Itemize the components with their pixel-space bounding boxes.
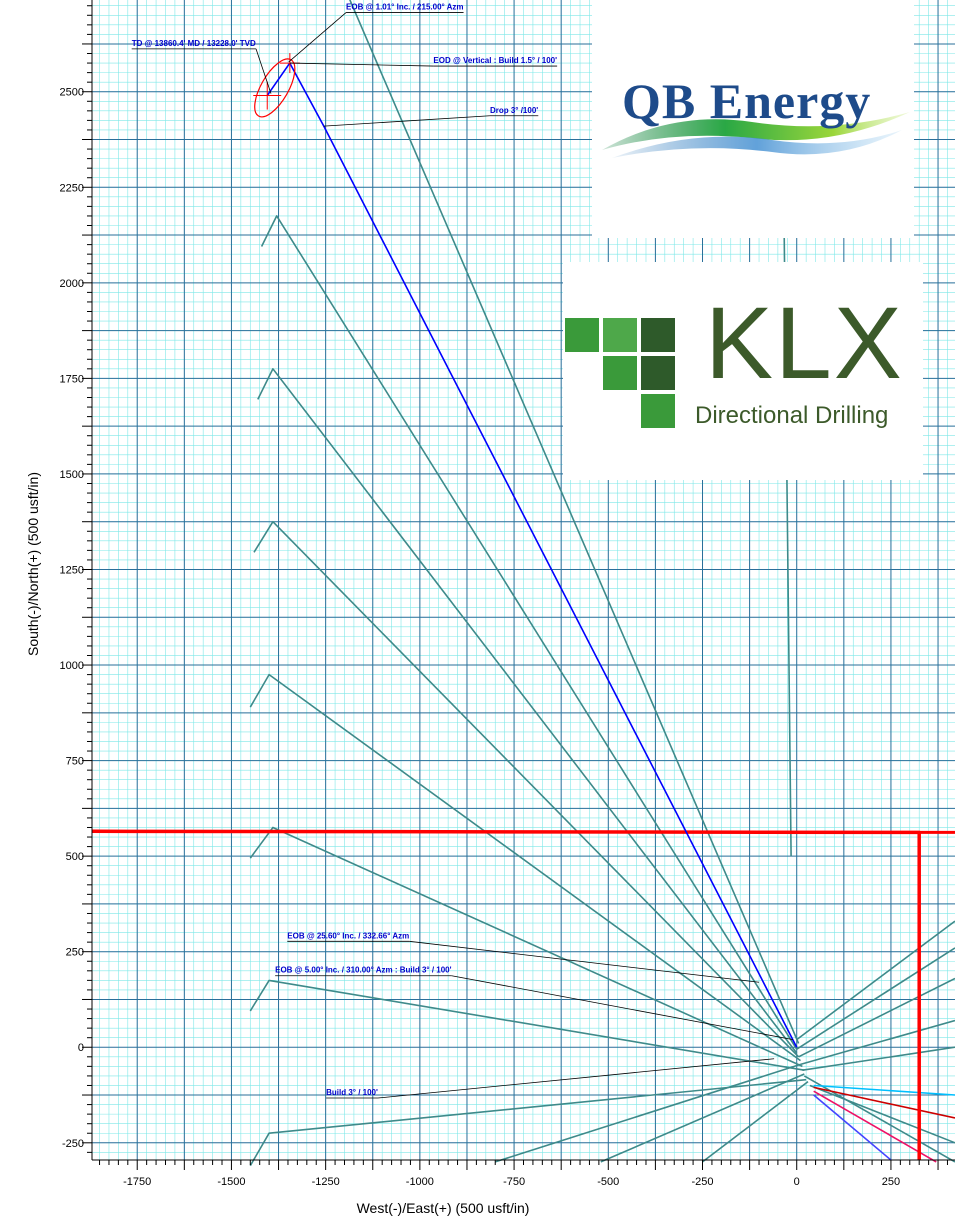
- y-tick-label: 1750: [60, 373, 84, 385]
- x-tick-label: -250: [691, 1176, 713, 1188]
- klx-wordmark: KLX: [705, 286, 904, 400]
- lateral-path-3: [813, 1090, 937, 1163]
- offset-well-path-3: [253, 520, 800, 1058]
- klx-blocks-icon: [565, 318, 675, 428]
- y-tick-label: 1000: [60, 660, 84, 672]
- lease-line: [91, 829, 921, 1160]
- annotation-label-1: EOB @ 1.01° Inc. / 215.00° Azm: [346, 3, 464, 12]
- lateral-path-4: [813, 1094, 892, 1161]
- offset-well-path-13: [796, 920, 955, 1041]
- annotation-leader-6: [451, 975, 794, 1040]
- offset-well-path-8: [349, 0, 800, 1044]
- offset-well-path-18: [809, 1084, 955, 1144]
- annotation-label-7: Build 3° / 100': [326, 1088, 378, 1097]
- annotation-leader-2: [255, 48, 272, 94]
- offset-well-path-15: [798, 977, 955, 1058]
- lateral-path-2: [813, 1086, 955, 1119]
- offset-well-path-5: [249, 826, 803, 1068]
- annotation-label-5: EOB @ 25.60° Inc. / 332.66° Azm: [287, 931, 409, 940]
- y-tick-label: 2250: [60, 182, 84, 194]
- offset-well-path-12: [702, 1080, 809, 1163]
- annotation-leader-4: [323, 115, 490, 127]
- offset-well-path-14: [796, 947, 955, 1050]
- annotation-label-3: EOD @ Vertical : Build 1.5° / 100': [433, 56, 557, 65]
- y-tick-label: 2500: [60, 87, 84, 99]
- annotation-label-6: EOB @ 5.00° Inc. / 310.00° Azm : Build 3…: [275, 966, 452, 975]
- offset-well-path-4: [249, 673, 801, 1062]
- x-tick-label: -1250: [312, 1176, 340, 1188]
- annotations: EOB @ 1.01° Inc. / 215.00° Azm TD @ 13860…: [131, 3, 794, 1099]
- offset-well-path-1: [260, 215, 798, 1050]
- offset-well-path-17: [802, 1046, 955, 1071]
- annotation-leader-1: [288, 12, 347, 63]
- x-tick-label: -1000: [406, 1176, 434, 1188]
- offset-well-path-7: [249, 1078, 807, 1167]
- annotation-label-4: Drop 3° /100': [490, 106, 538, 115]
- annotation-leader-5: [409, 940, 760, 983]
- y-tick-label: 1250: [60, 564, 84, 576]
- x-axis-label: West(-)/East(+) (500 usft/in): [357, 1200, 530, 1216]
- offset-well-path-16: [800, 1019, 955, 1066]
- x-tick-label: -750: [503, 1176, 525, 1188]
- offset-well-path-19: [803, 1075, 955, 1163]
- y-tick-label: 250: [66, 947, 84, 959]
- annotation-leader-3: [289, 62, 434, 67]
- x-tick-label: 0: [794, 1176, 800, 1188]
- y-tick-label: -250: [62, 1138, 84, 1150]
- annotation-label-2: TD @ 13860.4' MD / 13228.0' TVD: [132, 39, 256, 48]
- axis-ticks: -1750 -1500 -1250 -1000 -750 -500 -250 0 250 -250…: [60, 5, 948, 1188]
- annotation-leader-7: [377, 1058, 775, 1099]
- x-tick-label: -1500: [217, 1176, 245, 1188]
- x-tick-label: 250: [882, 1176, 900, 1188]
- klx-subtitle: Directional Drilling: [695, 402, 889, 429]
- y-axis-label: South(-)/North(+) (500 usft/in): [25, 472, 41, 656]
- plan-well-path: [266, 62, 798, 1048]
- offset-well-path-6: [249, 979, 805, 1071]
- x-tick-label: -1750: [123, 1176, 151, 1188]
- qb-energy-logo: QB Energy: [592, 0, 914, 238]
- klx-logo: KLX Directional Drilling: [563, 262, 923, 480]
- y-tick-label: 0: [78, 1042, 84, 1054]
- qb-energy-wordmark: QB Energy: [622, 73, 872, 129]
- y-tick-label: 2000: [60, 278, 84, 290]
- lateral-path-1: [813, 1084, 955, 1096]
- x-tick-label: -500: [597, 1176, 619, 1188]
- y-tick-label: 750: [66, 756, 84, 768]
- offset-well-path-11: [600, 1073, 805, 1163]
- offset-well-path-2: [257, 367, 798, 1054]
- offset-well-path-10: [494, 1063, 801, 1163]
- y-tick-label: 1500: [60, 469, 84, 481]
- y-tick-label: 500: [66, 851, 84, 863]
- swoosh-icon: [602, 112, 910, 158]
